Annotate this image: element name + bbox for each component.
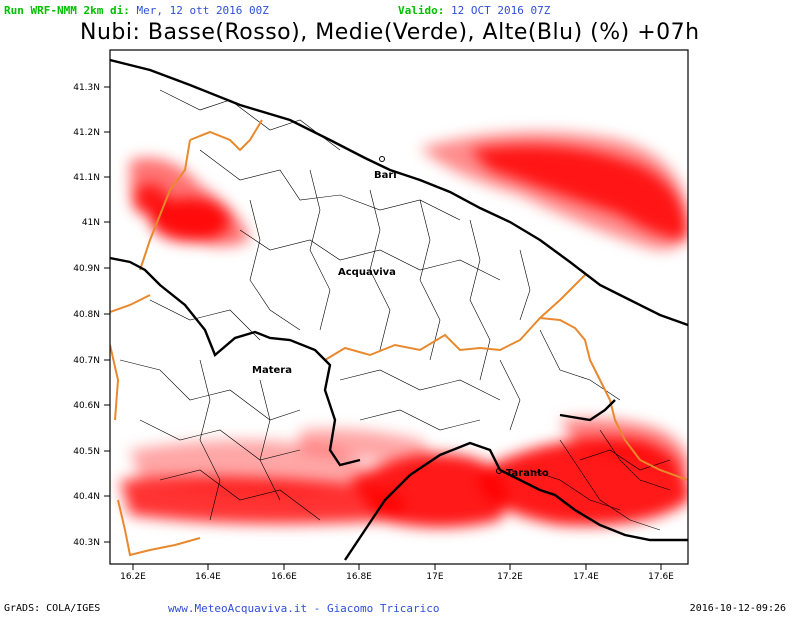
lat-label-1: 41.2N [73,128,100,138]
map-title: Nubi: Basse(Rosso), Medie(Verde), Alte(B… [80,20,700,45]
city-label-matera: Matera [252,365,292,376]
lon-tick-6: 17.4E [573,564,599,582]
footer-timestamp: 2016-10-12-09:26 [689,603,786,614]
lat-tick-3: 41N [82,218,110,228]
valid-header: Valido: 12 OCT 2016 07Z [398,4,550,17]
city-acquaviva: Acquaviva [338,267,396,278]
city-matera: Matera [252,365,292,376]
city-bari: Bari [374,156,397,181]
lat-axis: 41.3N 41.2N 41.1N 41N 40.9N 40.8N 40.7N … [73,83,110,548]
city-label-taranto: Taranto [506,468,549,479]
lat-tick-4: 40.9N [73,264,110,274]
lon-tick-3: 16.8E [346,564,372,582]
lat-label-8: 40.5N [73,447,100,457]
lon-tick-7: 17.6E [648,564,674,582]
footer-website: www.MeteoAcquaviva.it - Giacomo Tricaric… [168,602,440,615]
lat-tick-10: 40.3N [73,538,110,548]
map-frame [109,49,689,565]
lon-label-6: 17.4E [573,572,599,582]
lat-label-0: 41.3N [73,83,100,93]
run-date: Mer, 12 ott 2016 00Z [136,4,269,17]
coastline-and-regions [110,58,688,561]
lat-label-9: 40.4N [73,492,100,502]
lat-label-5: 40.8N [73,310,100,320]
lat-label-3: 41N [82,218,100,228]
lon-tick-5: 17.2E [497,564,523,582]
city-label-acquaviva: Acquaviva [338,267,396,278]
lat-tick-0: 41.3N [73,83,110,93]
lat-label-10: 40.3N [73,538,100,548]
lon-label-7: 17.6E [648,572,674,582]
lon-label-4: 17E [426,572,443,582]
lon-label-1: 16.4E [195,572,221,582]
footer-credit: GrADS: COLA/IGES [4,603,101,614]
lon-label-3: 16.8E [346,572,372,582]
lat-label-2: 41.1N [73,173,100,183]
lon-axis: 16.2E 16.4E 16.6E 16.8E 17E 17.2E 17.4E … [120,564,674,582]
valid-date: 12 OCT 2016 07Z [450,4,551,17]
lat-tick-2: 41.1N [73,173,110,183]
municipal-borders [119,89,671,531]
lat-tick-9: 40.4N [73,492,110,502]
valid-label: Valido: [398,4,445,17]
low-cloud-layer [120,131,688,528]
city-label-bari: Bari [374,170,397,181]
lon-label-2: 16.6E [271,572,297,582]
lat-label-6: 40.7N [73,356,100,366]
lat-label-4: 40.9N [73,264,100,274]
lat-tick-7: 40.6N [73,401,110,411]
run-label: Run WRF-NMM 2km di: [4,4,130,17]
lat-tick-5: 40.8N [73,310,110,320]
lat-tick-8: 40.5N [73,447,110,457]
lat-tick-6: 40.7N [73,356,110,366]
lat-label-7: 40.6N [73,401,100,411]
provincial-borders [110,119,688,557]
lat-tick-1: 41.2N [73,128,110,138]
lon-tick-2: 16.6E [271,564,297,582]
lon-tick-0: 16.2E [120,564,146,582]
run-header: Run WRF-NMM 2km di: Mer, 12 ott 2016 00Z [4,4,269,17]
lon-label-5: 17.2E [497,572,523,582]
city-taranto: Taranto [496,468,549,479]
lon-tick-4: 17E [426,564,444,582]
lon-label-0: 16.2E [120,572,146,582]
lon-tick-1: 16.4E [195,564,221,582]
city-marker-taranto [496,468,502,474]
city-marker-bari [379,156,385,162]
